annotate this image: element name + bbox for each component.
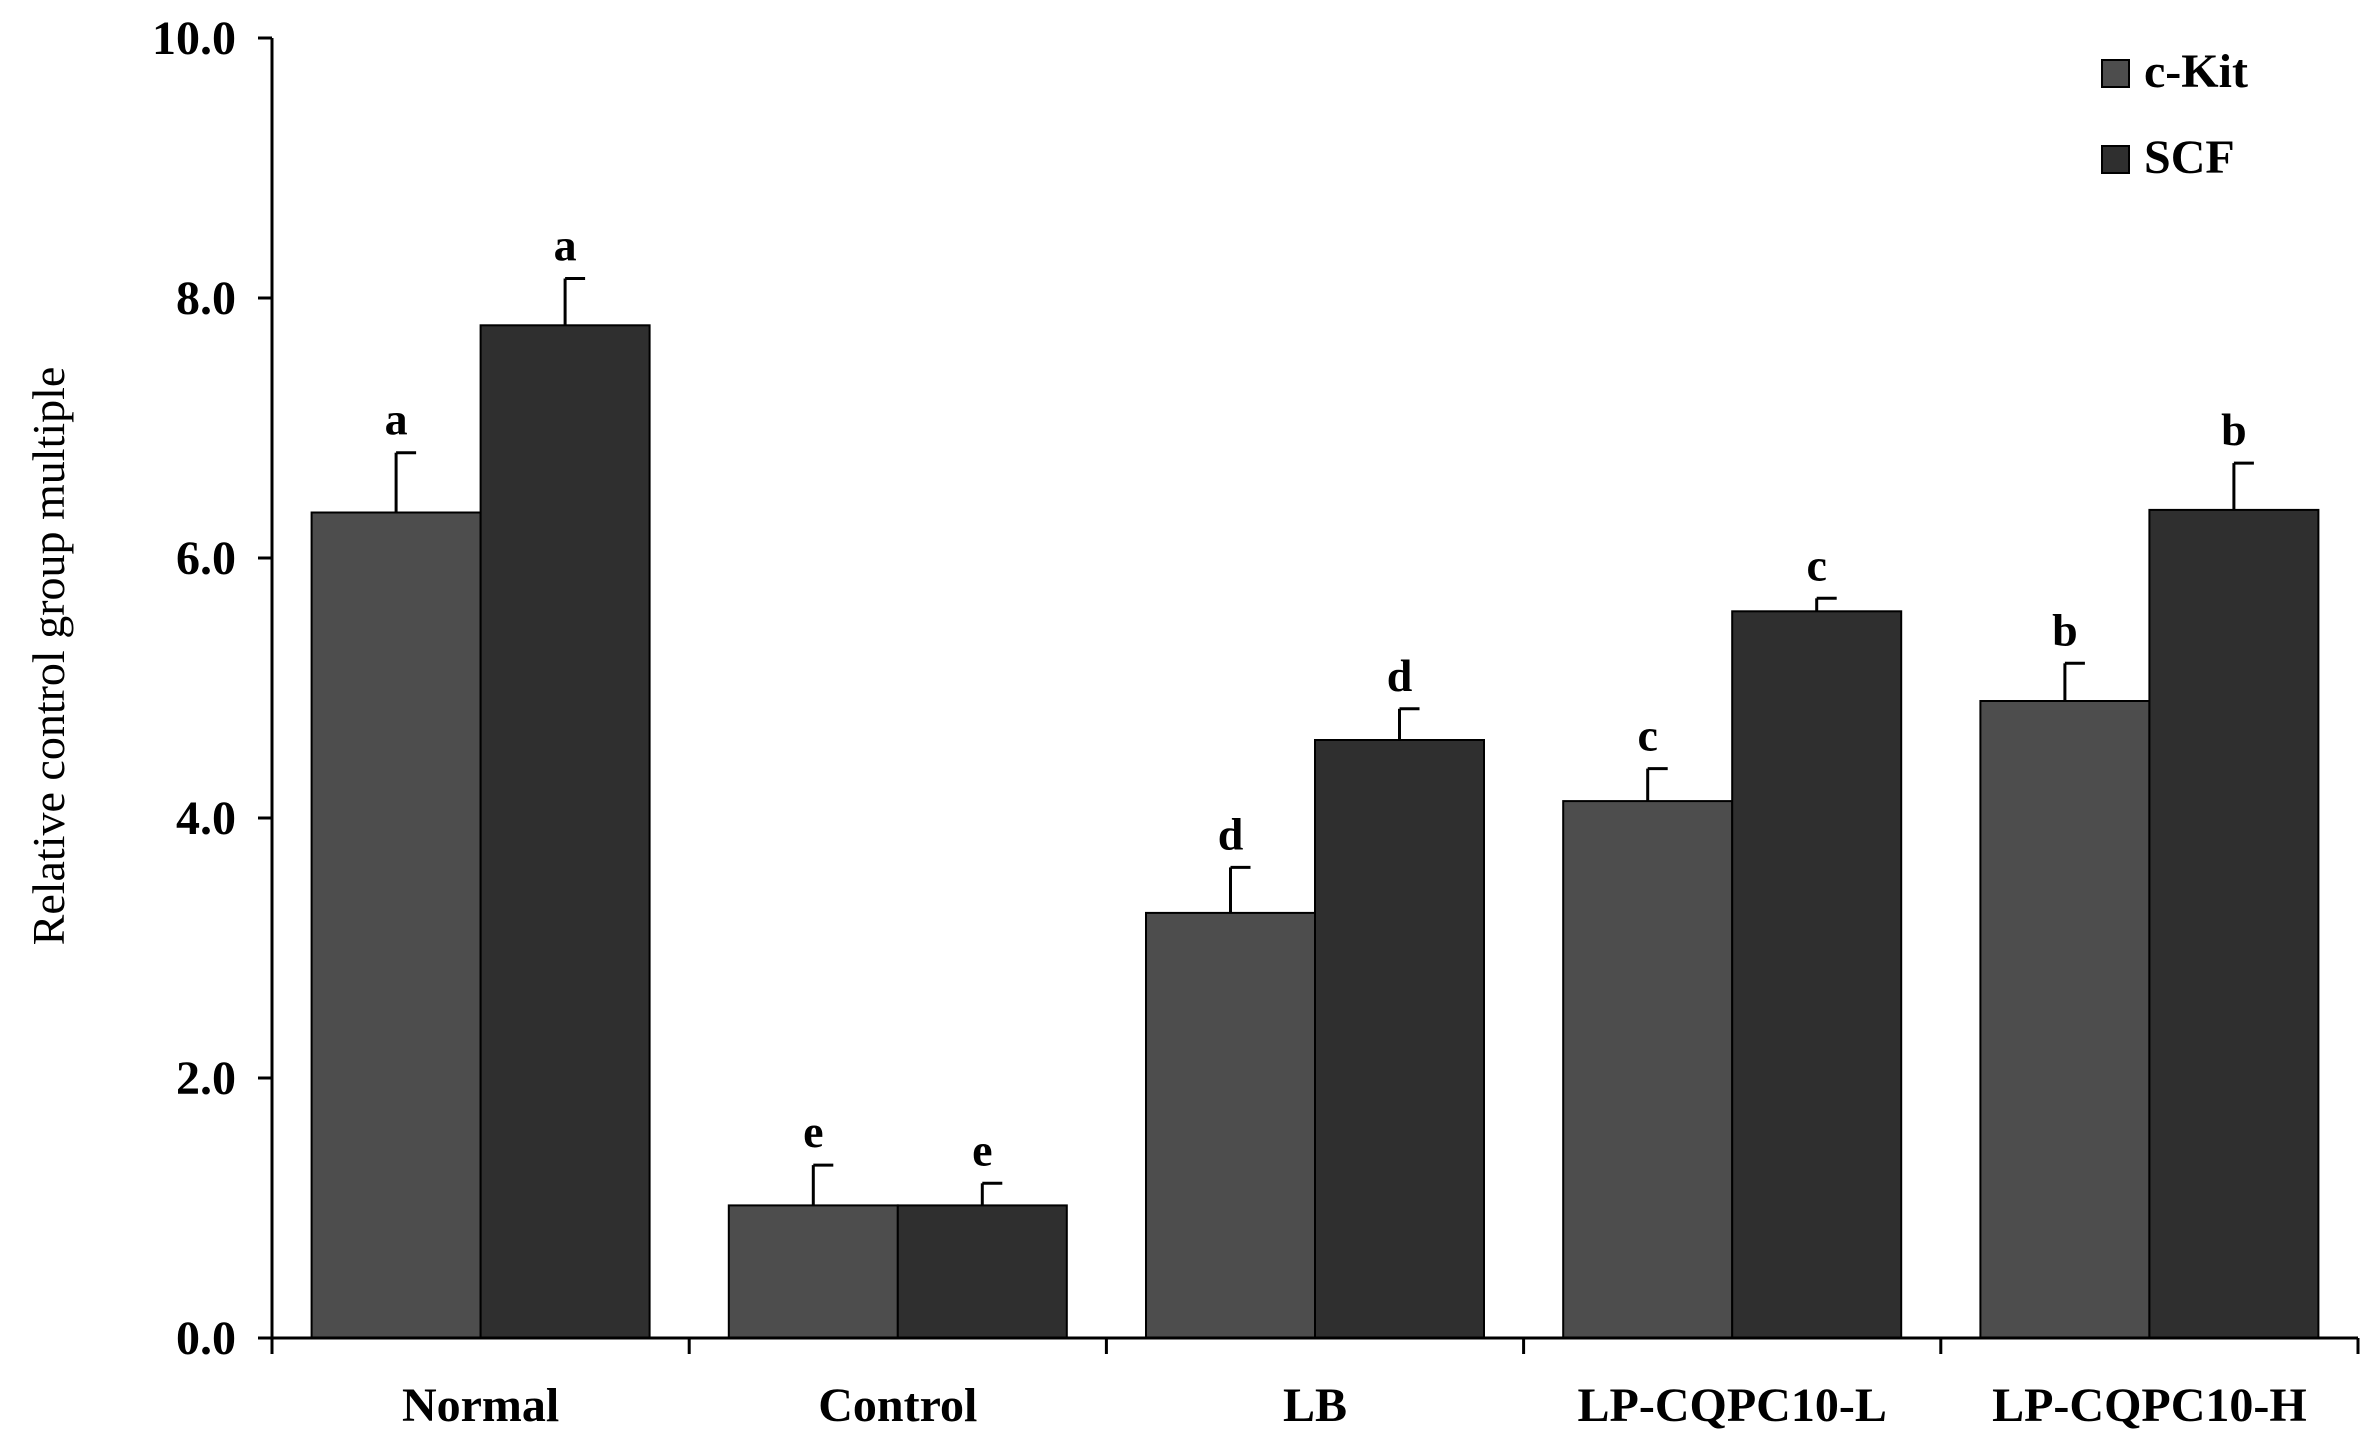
bar-c-kit-control bbox=[727, 1204, 899, 1340]
y-tick-label: 8.0 bbox=[176, 272, 236, 325]
bar-scf-control bbox=[896, 1204, 1068, 1340]
significance-label-scf-normal: a bbox=[554, 220, 577, 271]
y-tick-label: 10.0 bbox=[152, 12, 236, 65]
significance-labels-layer: a a e e d d c c b b bbox=[385, 220, 2247, 1176]
significance-label-c-kit-lp-cqpc10-l: c bbox=[1637, 710, 1657, 761]
legend: c-Kit SCF bbox=[2101, 45, 2248, 184]
significance-label-scf-lp-cqpc10-l: c bbox=[1806, 539, 1826, 590]
bar-c-kit-lp-cqpc10-h bbox=[1979, 700, 2151, 1339]
y-axis-title-group: Relative control group multiple bbox=[23, 367, 74, 946]
x-tick-label-normal: Normal bbox=[402, 1379, 559, 1432]
x-tick-label-lb: LB bbox=[1283, 1379, 1347, 1432]
bar-scf-lb bbox=[1314, 739, 1485, 1339]
significance-label-scf-control: e bbox=[972, 1124, 992, 1175]
y-tick-label: 0.0 bbox=[176, 1312, 236, 1365]
bar-scf-normal bbox=[479, 324, 651, 1339]
significance-label-c-kit-control: e bbox=[803, 1106, 823, 1157]
y-tick-label: 6.0 bbox=[176, 532, 236, 585]
x-tick-label-lp-cqpc10-h: LP-CQPC10-H bbox=[1992, 1379, 2307, 1432]
y-tick-label: 4.0 bbox=[176, 792, 236, 845]
significance-label-c-kit-normal: a bbox=[385, 394, 408, 445]
significance-label-scf-lb: d bbox=[1387, 650, 1413, 701]
significance-label-c-kit-lp-cqpc10-h: b bbox=[2052, 604, 2078, 655]
axes-layer: Normal Control LB LP-CQPC10-L LP-CQPC10-H 0.0… bbox=[152, 12, 2360, 1432]
bar-c-kit-normal bbox=[310, 511, 482, 1339]
error-bars-layer bbox=[394, 277, 2254, 1206]
bar-scf-lp-cqpc10-h bbox=[2148, 508, 2320, 1339]
legend-swatch-c-kit bbox=[2101, 59, 2130, 88]
legend-label-scf: SCF bbox=[2144, 131, 2235, 184]
bar-c-kit-lp-cqpc10-l bbox=[1562, 800, 1734, 1339]
legend-label-c-kit: c-Kit bbox=[2144, 45, 2248, 98]
bars-layer bbox=[310, 324, 2320, 1340]
bar-scf-lp-cqpc10-l bbox=[1731, 610, 1903, 1339]
x-tick-label-control: Control bbox=[818, 1379, 977, 1432]
significance-label-scf-lp-cqpc10-h: b bbox=[2221, 404, 2247, 455]
y-tick-label: 2.0 bbox=[176, 1052, 236, 1105]
legend-swatch-scf bbox=[2101, 145, 2130, 174]
x-tick-label-lp-cqpc10-l: LP-CQPC10-L bbox=[1578, 1379, 1887, 1432]
significance-label-c-kit-lb: d bbox=[1218, 808, 1244, 859]
bar-c-kit-lb bbox=[1145, 911, 1316, 1340]
y-axis-title: Relative control group multiple bbox=[23, 367, 74, 946]
